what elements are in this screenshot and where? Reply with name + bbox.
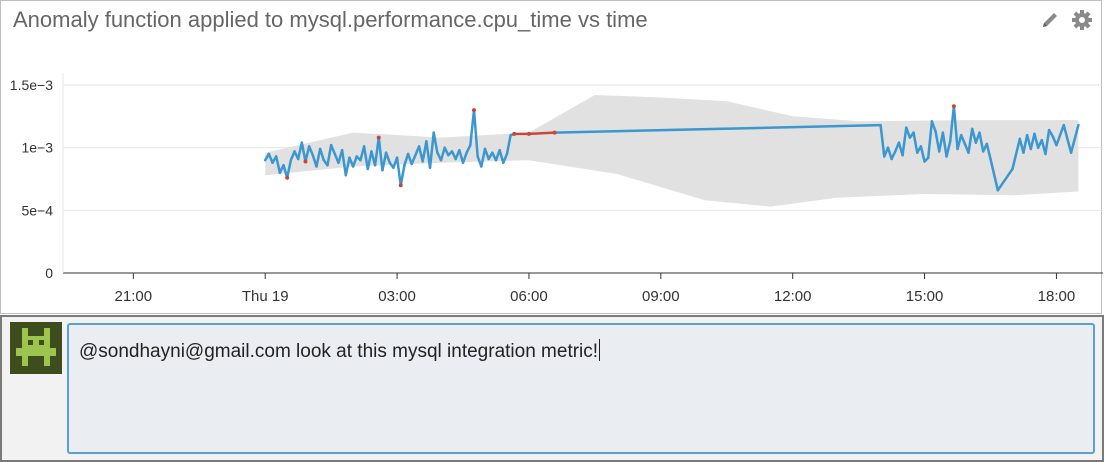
series-segment bbox=[315, 147, 322, 168]
graph-widget: Anomaly function applied to mysql.perfor… bbox=[0, 0, 1103, 315]
series-segment bbox=[395, 156, 402, 187]
y-tick-label: 1.5e−3 bbox=[10, 77, 53, 93]
series-segment bbox=[1055, 123, 1066, 147]
series-segment bbox=[443, 146, 450, 157]
series-segment bbox=[967, 127, 974, 154]
series-segment bbox=[410, 153, 417, 166]
series-segment bbox=[886, 146, 893, 161]
comment-text: @sondhayni@gmail.com look at this mysql … bbox=[79, 341, 599, 362]
series-segment bbox=[483, 147, 490, 161]
x-tick-label: 03:00 bbox=[378, 288, 416, 305]
anomaly-point bbox=[472, 108, 477, 113]
series-segment bbox=[952, 105, 959, 151]
series-segment bbox=[890, 150, 897, 161]
series-segment bbox=[996, 167, 1014, 192]
series-segment bbox=[1044, 128, 1051, 156]
series-segment bbox=[901, 126, 908, 157]
y-tick-label: 5e−4 bbox=[21, 202, 53, 218]
series-segment bbox=[300, 141, 307, 163]
series-segment bbox=[329, 143, 337, 156]
x-tick-label: 12:00 bbox=[774, 288, 812, 305]
series-segment bbox=[307, 145, 315, 157]
x-tick-label: 18:00 bbox=[1038, 288, 1076, 305]
comment-input[interactable]: @sondhayni@gmail.com look at this mysql … bbox=[67, 323, 1095, 454]
series-segment bbox=[480, 147, 487, 168]
comment-area: @sondhayni@gmail.com look at this mysql … bbox=[0, 315, 1104, 462]
x-tick-label: 21:00 bbox=[115, 288, 153, 305]
series-segment bbox=[926, 120, 934, 159]
text-caret bbox=[599, 339, 601, 361]
series-segment bbox=[461, 151, 468, 164]
series-segment bbox=[1062, 123, 1073, 154]
series-segment bbox=[879, 123, 886, 158]
series-segment bbox=[428, 131, 435, 169]
series-segment bbox=[502, 152, 509, 164]
series-segment bbox=[912, 131, 919, 154]
series-segment bbox=[498, 148, 505, 164]
y-tick-label: 0 bbox=[45, 265, 53, 281]
series-segment bbox=[1011, 137, 1022, 171]
x-tick-label: 09:00 bbox=[642, 288, 680, 305]
series-segment bbox=[344, 156, 351, 177]
series-segment bbox=[553, 123, 882, 134]
series-segment bbox=[985, 142, 992, 161]
series-segment bbox=[978, 131, 985, 153]
series-segment bbox=[362, 145, 370, 171]
anomaly-point bbox=[951, 104, 956, 109]
widget-toolbar bbox=[1039, 9, 1093, 31]
gear-icon[interactable] bbox=[1071, 9, 1093, 31]
robot-avatar-icon bbox=[10, 322, 62, 374]
series-segment bbox=[432, 131, 439, 154]
series-segment bbox=[956, 133, 963, 151]
anomaly-point bbox=[398, 183, 403, 188]
series-segment bbox=[930, 120, 937, 133]
series-segment bbox=[465, 143, 472, 154]
anomaly-chart[interactable]: 0 5e−4 1e−3 1.5e−3 21:00 Thu 19 03:00 06:00 09:0… bbox=[1, 1, 1103, 315]
anomaly-point bbox=[376, 135, 381, 140]
series-segment bbox=[945, 140, 952, 158]
x-tick-label: 06:00 bbox=[510, 288, 548, 305]
anomaly-point bbox=[285, 175, 290, 180]
series-segment bbox=[1022, 133, 1029, 154]
widget-title: Anomaly function applied to mysql.perfor… bbox=[13, 7, 648, 32]
anomaly-segment bbox=[527, 131, 556, 136]
anomaly-point bbox=[552, 130, 557, 135]
series-segment bbox=[366, 150, 373, 171]
series-segment bbox=[399, 163, 406, 187]
series-segment bbox=[351, 155, 359, 168]
series-segment bbox=[274, 155, 282, 174]
series-segment bbox=[381, 151, 388, 172]
x-tick-label: 15:00 bbox=[906, 288, 944, 305]
series-segment bbox=[505, 133, 512, 156]
series-segment bbox=[1069, 123, 1080, 154]
series-segment bbox=[941, 131, 948, 158]
series-segment bbox=[285, 158, 293, 179]
series-segment bbox=[970, 127, 978, 144]
series-segment bbox=[318, 147, 326, 162]
anomaly-point bbox=[526, 131, 531, 136]
series-segment bbox=[267, 152, 274, 164]
series-segment bbox=[304, 145, 311, 163]
y-tick-label: 1e−3 bbox=[21, 140, 53, 156]
series-segment bbox=[989, 157, 1000, 192]
anomaly-bounds-band bbox=[265, 95, 1079, 207]
pencil-icon[interactable] bbox=[1039, 9, 1061, 31]
series-segment bbox=[959, 133, 967, 146]
series-segment bbox=[340, 148, 348, 177]
series-segment bbox=[458, 148, 465, 164]
series-segment bbox=[377, 136, 384, 172]
anomaly-point bbox=[512, 131, 517, 136]
anomaly-point bbox=[303, 159, 308, 164]
series-segment bbox=[905, 126, 912, 139]
series-segment bbox=[326, 143, 333, 167]
series-segment bbox=[472, 108, 479, 158]
series-segment bbox=[384, 151, 392, 164]
x-tick-label: Thu 19 bbox=[242, 288, 289, 305]
series-segment bbox=[919, 145, 926, 163]
series-segment bbox=[1033, 132, 1040, 149]
series-segment bbox=[439, 146, 446, 162]
